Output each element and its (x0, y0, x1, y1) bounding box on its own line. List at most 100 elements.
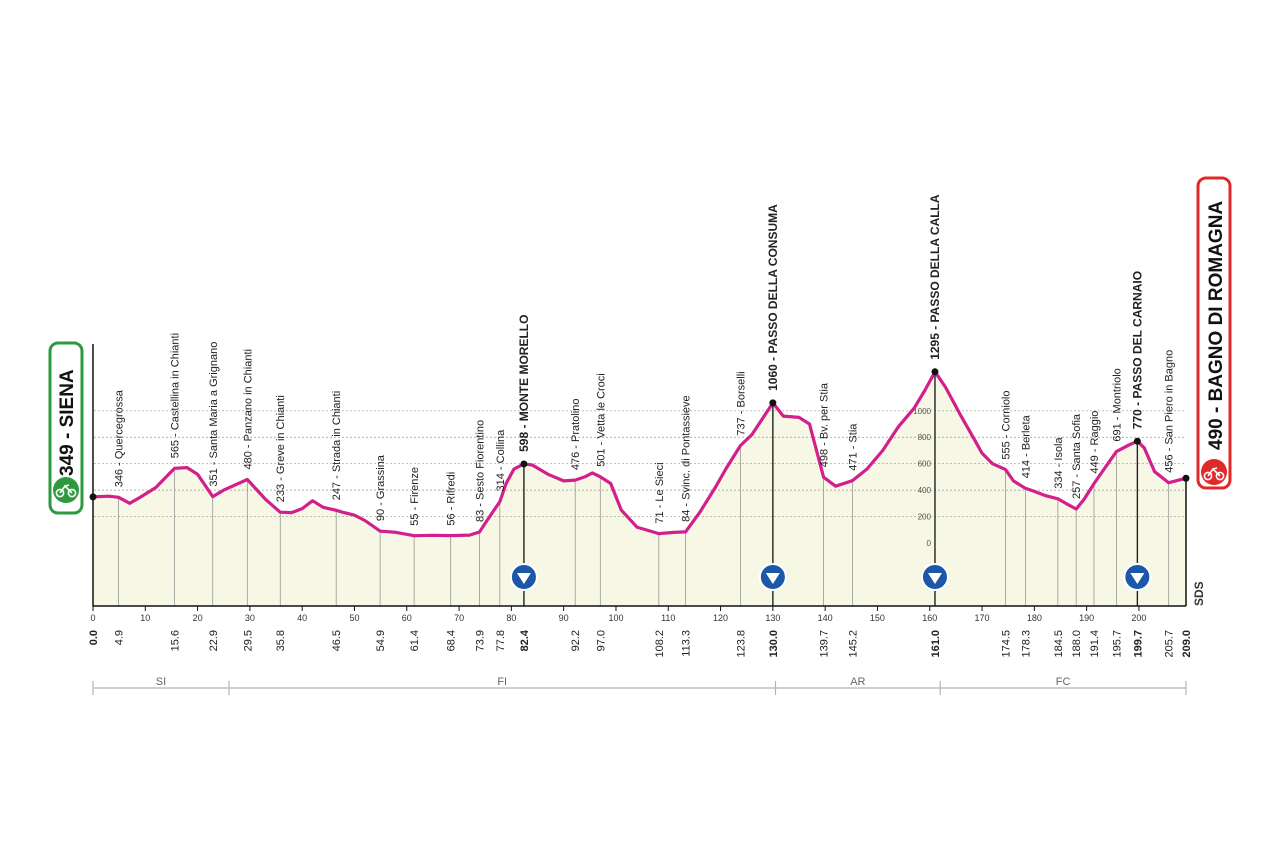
finish-label: 490 - BAGNO DI ROMAGNA (1206, 201, 1227, 450)
distance-label: 61.4 (409, 630, 421, 651)
distance-tick-label: 200 (1131, 613, 1146, 623)
start-badge: 349 - SIENA (48, 341, 84, 515)
distance-label: 29.5 (242, 630, 254, 651)
summit-point (520, 460, 528, 468)
distance-tick-label: 60 (402, 613, 412, 623)
altitude-tick-label: 0 (927, 539, 932, 548)
distance-label: 22.9 (208, 630, 220, 651)
gpm-summit-marker (920, 368, 949, 591)
location-label: 414 - Berleta (1020, 414, 1032, 478)
distance-label: 145.2 (847, 630, 859, 658)
finish-badge: 490 - BAGNO DI ROMAGNA (1196, 176, 1232, 490)
distance-label: 0.0 (88, 630, 100, 645)
distance-tick-label: 130 (765, 613, 780, 623)
cyclist-icon (55, 484, 77, 498)
location-label: 449 - Raggio (1089, 411, 1101, 474)
distance-label: 139.7 (819, 630, 831, 658)
distance-tick-label: 20 (193, 613, 203, 623)
distance-label: 191.4 (1089, 630, 1101, 658)
location-label: 314 - Collina (495, 429, 507, 492)
location-label: 1060 - PASSO DELLA CONSUMA (766, 204, 780, 391)
distance-tick-label: 80 (506, 613, 516, 623)
distance-tick-label: 120 (713, 613, 728, 623)
province-label: AR (850, 676, 865, 688)
distance-label: 178.3 (1020, 630, 1032, 658)
summit-markers (509, 368, 1152, 591)
down-triangle-icon (516, 573, 531, 584)
distance-label: 113.3 (681, 630, 693, 657)
province-label: FI (497, 676, 507, 688)
altitude-tick-label: 200 (918, 513, 932, 522)
location-label: 565 - Castellina in Chianti (170, 333, 182, 458)
distance-label: 46.5 (331, 630, 343, 651)
location-label: 691 - Montriolo (1111, 368, 1123, 441)
location-label: 247 - Strada in Chianti (331, 391, 343, 500)
gpm-summit-marker (509, 460, 538, 591)
location-label: 55 - Firenze (409, 467, 421, 526)
altitude-grid: 0 200 400 600 800 1000 (94, 407, 1185, 548)
distance-label: 199.7 (1132, 630, 1144, 658)
location-label: 456 - San Piero in Bagno (1164, 350, 1176, 473)
location-label: 476 - Pratolino (570, 399, 582, 471)
summit-point (769, 399, 777, 407)
location-label: 555 - Corniolo (1001, 391, 1013, 460)
profile-area (93, 371, 1186, 606)
location-label: 71 - Le Sieci (654, 462, 666, 523)
brand-logo: SDS (1192, 581, 1206, 606)
province-bar: SI FI AR FC (92, 676, 1187, 695)
province-label: SI (156, 676, 166, 688)
location-label: 480 - Panzano in Chianti (242, 349, 254, 469)
distance-tick-label: 160 (922, 613, 937, 623)
distance-tick-label: 190 (1079, 613, 1094, 623)
down-triangle-icon (927, 573, 942, 584)
location-label: 334 - Isola (1053, 437, 1065, 489)
distance-label: 73.9 (475, 630, 487, 651)
location-label: 257 - Santa Sofia (1071, 413, 1083, 499)
distance-axis: 0 10 20 30 40 50 60 70 80 90 100 110 120 130 140 150 160… (90, 344, 1187, 623)
location-label: 83 - Sesto Fiorentino (475, 420, 487, 522)
finish-circle (1201, 459, 1227, 485)
gpm-summit-marker (1123, 437, 1152, 591)
location-label: 737 - Borselli (735, 371, 747, 435)
distance-tick-label: 180 (1027, 613, 1042, 623)
location-label: 598 - MONTE MORELLO (517, 315, 531, 452)
distance-label: 188.0 (1071, 630, 1083, 658)
distance-label: 108.2 (654, 630, 666, 658)
location-label: 84 - Svinc. di Pontassieve (681, 395, 693, 522)
location-label: 471 - Stia (847, 423, 859, 471)
summit-point (1133, 437, 1141, 445)
distance-tick-label: 100 (608, 613, 623, 623)
distance-label: 54.9 (375, 630, 387, 651)
profile-fill (93, 371, 1186, 606)
location-label: 56 - Rifredi (446, 472, 458, 526)
distance-label: 184.5 (1053, 630, 1065, 658)
distance-tick-label: 90 (559, 613, 569, 623)
province-label: FC (1056, 676, 1071, 688)
distance-label: 82.4 (519, 629, 531, 651)
down-triangle-icon (765, 573, 780, 584)
location-label: 498 - Bv. per Stia (819, 382, 831, 467)
location-label: 501 - Vetta le Croci (595, 373, 607, 467)
profile-elevation-line (92, 370, 1187, 538)
location-label: 233 - Greve in Chianti (275, 395, 287, 502)
location-label: 770 - PASSO DEL CARNAIO (1130, 271, 1144, 429)
distance-label: 130.0 (768, 630, 780, 658)
gpm-summit-marker (758, 399, 787, 591)
distance-label: 123.8 (735, 630, 747, 658)
distance-tick-label: 140 (818, 613, 833, 623)
location-labels: 346 - Quercegrossa 565 - Castellina in Ch… (114, 194, 1176, 526)
distance-tick-label: 10 (140, 613, 150, 623)
distance-labels: 0.0 4.9 15.6 22.9 29.5 35.8 46.5 54.9 61.4 68.4 73… (88, 629, 1193, 657)
distance-tick-label: 170 (975, 613, 990, 623)
altitude-tick-label: 600 (918, 460, 932, 469)
altitude-tick-label: 400 (918, 486, 932, 495)
distance-label: 161.0 (930, 630, 942, 658)
location-label: 90 - Grassina (375, 454, 387, 521)
location-label: 1295 - PASSO DELLA CALLA (928, 194, 942, 360)
distance-tick-label: 30 (245, 613, 255, 623)
distance-label: 92.2 (570, 630, 582, 651)
distance-label: 35.8 (275, 630, 287, 651)
distance-label: 15.6 (170, 630, 182, 651)
distance-label: 77.8 (495, 630, 507, 651)
